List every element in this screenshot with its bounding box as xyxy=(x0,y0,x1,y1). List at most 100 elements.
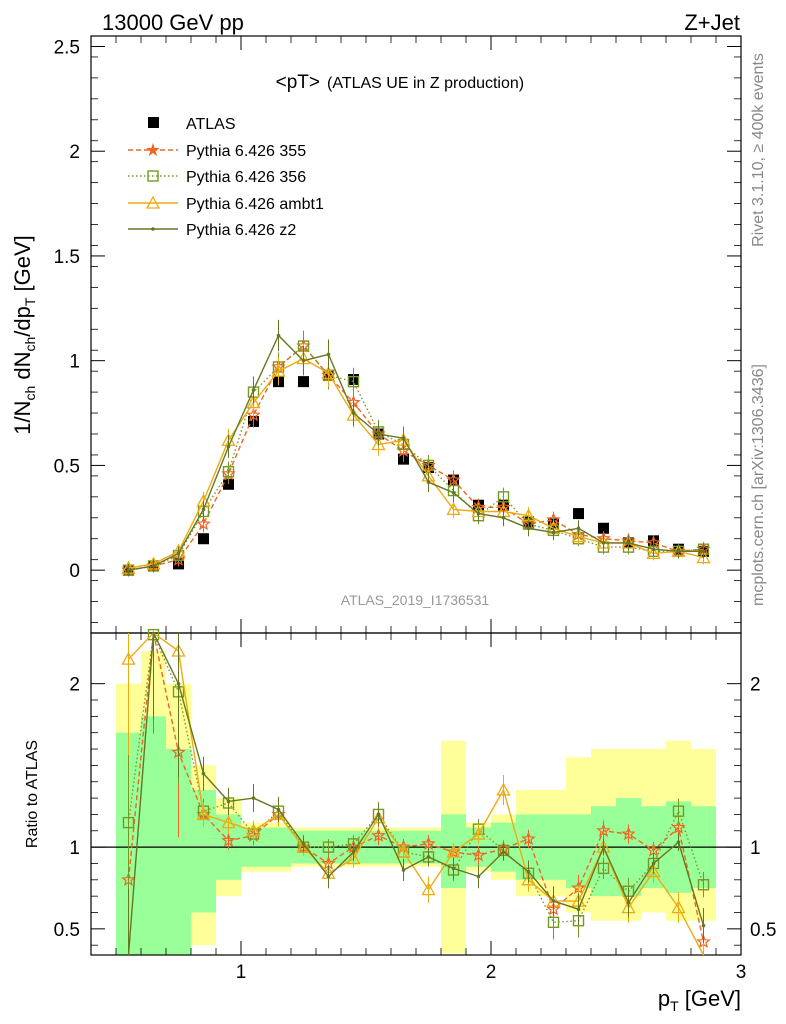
legend-label-355: Pythia 6.426 355 xyxy=(186,143,306,160)
ratio-point-z2-17 xyxy=(551,899,556,903)
rivet-version-label: Rivet 3.1.10, ≥ 400k events xyxy=(750,53,767,247)
band-inner-1 xyxy=(141,716,166,955)
analysis-watermark: ATLAS_2019_I1736531 xyxy=(341,592,490,608)
main-point-z2-23 xyxy=(701,549,706,554)
ratio-point-p355-22 xyxy=(671,819,686,834)
main-point-atlas-18 xyxy=(573,508,584,520)
ratio-point-z2-16 xyxy=(526,869,531,874)
ratio-point-p356-19 xyxy=(597,862,610,875)
main-point-z2-11 xyxy=(401,436,406,440)
ratio-point-z2-4 xyxy=(226,799,231,804)
ratio-series-z2 xyxy=(127,630,706,956)
legend-entry-atlas: ATLAS xyxy=(148,116,236,133)
ratio-ytick-label-right-0.5: 0.5 xyxy=(750,920,776,941)
main-ytick-label-2.5: 2.5 xyxy=(54,37,80,58)
main-ytick-label-1.5: 1.5 xyxy=(54,247,80,268)
legend-marker-356 xyxy=(147,170,159,182)
main-line-p356 xyxy=(128,345,704,571)
legend-marker-355: ★ xyxy=(145,140,161,160)
main-point-atlas-3 xyxy=(198,533,209,545)
ratio-line-p355 xyxy=(127,632,705,943)
ratio-point-z2-6 xyxy=(276,807,281,812)
main-series-group xyxy=(121,319,711,577)
main-point-z2-7 xyxy=(301,358,306,363)
main-point-z2-3 xyxy=(201,507,206,512)
ratio-point-p355-19 xyxy=(596,823,611,837)
plot-subtitle: (ATLAS UE in Z production) xyxy=(327,75,524,92)
ratio-point-z2-8 xyxy=(326,874,331,879)
legend-marker-atlas xyxy=(148,117,159,128)
main-point-p356-9 xyxy=(347,375,360,388)
legend-label-z2: Pythia 6.426 z2 xyxy=(186,222,296,239)
ratio-point-p355-12 xyxy=(421,836,436,851)
main-point-z2-6 xyxy=(276,333,281,338)
ratio-point-z2-20 xyxy=(626,900,631,905)
ratio-point-z2-12 xyxy=(426,855,431,859)
ratio-point-ambt1-16 xyxy=(521,872,536,886)
ratio-y-axis: 0.5 0.5 1 1 2 2 xyxy=(54,675,776,946)
ratio-point-ambt1-15 xyxy=(496,782,511,796)
ratio-point-ambt1-4 xyxy=(221,815,236,829)
plot-title: <pT> xyxy=(276,72,320,93)
ratio-ytick-label-left-1: 1 xyxy=(69,838,80,859)
ratio-line-p356 xyxy=(127,632,705,924)
ratio-point-ambt1-12 xyxy=(421,882,436,896)
xtick-label-3: 3 xyxy=(736,962,747,983)
legend-marker-ambt1 xyxy=(145,195,161,209)
ratio-point-p356-17 xyxy=(547,916,560,929)
main-ytick-label-1: 1 xyxy=(69,352,80,373)
main-point-p356-4 xyxy=(222,466,235,478)
ratio-point-p355-10 xyxy=(371,828,386,842)
ratio-point-z2-13 xyxy=(451,866,456,871)
ratio-ytick-label-right-1: 1 xyxy=(750,838,761,859)
main-series-p356 xyxy=(122,330,710,577)
ratio-y-axis-title: Ratio to ATLAS xyxy=(24,740,41,848)
ratio-ytick-label-right-2: 2 xyxy=(750,675,761,696)
main-point-z2-13 xyxy=(451,490,456,495)
ratio-point-z2-11 xyxy=(401,868,406,872)
ratio-point-z2-10 xyxy=(376,812,381,817)
ratio-point-z2-21 xyxy=(651,861,656,866)
ratio-point-z2-23 xyxy=(701,923,706,928)
main-point-atlas-19 xyxy=(598,522,609,534)
ratio-point-p355-21 xyxy=(646,842,661,857)
main-point-z2-9 xyxy=(351,411,356,415)
ratio-point-z2-19 xyxy=(601,845,606,849)
main-line-z2 xyxy=(128,334,704,571)
main-line-p355 xyxy=(128,345,704,571)
main-point-p355-3 xyxy=(196,516,211,531)
ratio-point-ambt1-0 xyxy=(121,651,136,665)
main-point-z2-22 xyxy=(676,549,681,554)
main-point-z2-21 xyxy=(651,547,656,552)
ratio-series-group xyxy=(121,628,711,956)
ratio-ytick-label-left-2: 2 xyxy=(69,675,80,696)
ratio-point-z2-14 xyxy=(476,874,481,879)
legend-label-atlas: ATLAS xyxy=(186,116,236,133)
xtick-label-2: 2 xyxy=(486,962,497,983)
main-point-p355-5 xyxy=(246,407,261,422)
main-point-z2-5 xyxy=(251,388,256,392)
ratio-point-z2-7 xyxy=(301,842,306,846)
main-point-ambt1-13 xyxy=(446,502,461,516)
main-point-z2-8 xyxy=(326,352,331,357)
ratio-point-p355-4 xyxy=(221,832,236,847)
mcplots-label: mcplots.cern.ch [arXiv:1306.3436] xyxy=(750,364,767,606)
main-point-z2-10 xyxy=(376,432,381,436)
ratio-line-z2 xyxy=(127,630,705,956)
legend-entry-ambt1: Pythia 6.426 ambt1 xyxy=(128,195,324,213)
ratio-ytick-label-left-0.5: 0.5 xyxy=(54,920,80,941)
main-y-axis-title: 1/Nch dNch/dpT [GeV] xyxy=(10,235,38,435)
ratio-point-ambt1-22 xyxy=(671,900,686,914)
legend-entry-355: ★ Pythia 6.426 355 xyxy=(128,140,306,160)
main-point-atlas-4 xyxy=(223,478,234,490)
main-y-axis: 0 0.5 1 1.5 2 2.5 xyxy=(54,37,741,623)
ratio-point-p355-14 xyxy=(471,847,486,862)
main-point-z2-20 xyxy=(626,541,631,545)
header-right: Z+Jet xyxy=(684,10,740,35)
main-ytick-label-0: 0 xyxy=(69,561,80,582)
main-series-z2 xyxy=(126,319,706,577)
xtick-label-1: 1 xyxy=(236,962,247,983)
main-point-ambt1-6 xyxy=(271,363,286,377)
main-point-z2-2 xyxy=(176,551,181,556)
